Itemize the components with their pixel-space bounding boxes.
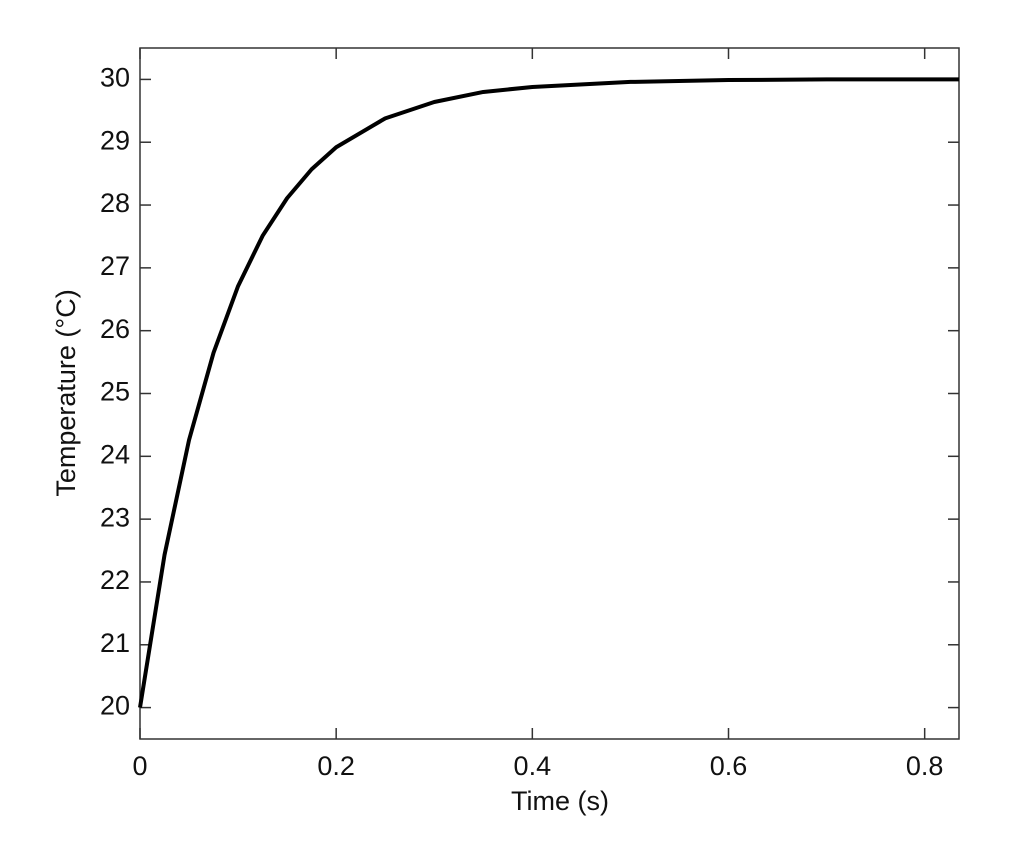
y-tick-label: 30 [100,63,130,93]
y-tick-label: 22 [100,565,130,595]
y-tick-label: 27 [100,251,130,281]
y-tick-label: 20 [100,691,130,721]
line [138,77,959,708]
y-tick-label: 29 [100,125,130,155]
x-tick-label: 0.4 [514,751,552,781]
x-tick-label: 0 [132,751,147,781]
y-axis-label: Temperature (°C) [51,289,81,496]
y-tick-label: 26 [100,314,130,344]
y-tick-label: 25 [100,377,130,407]
x-tick-label: 0.8 [906,751,944,781]
y-tick-label: 21 [100,628,130,658]
y-tick-label: 23 [100,502,130,532]
plot-frame [139,47,960,740]
y-tick-label: 24 [100,439,130,469]
x-tick-label: 0.2 [317,751,355,781]
x-axis-label: Time (s) [511,786,609,816]
y-tick-label: 28 [100,188,130,218]
x-tick-label: 0.6 [710,751,748,781]
